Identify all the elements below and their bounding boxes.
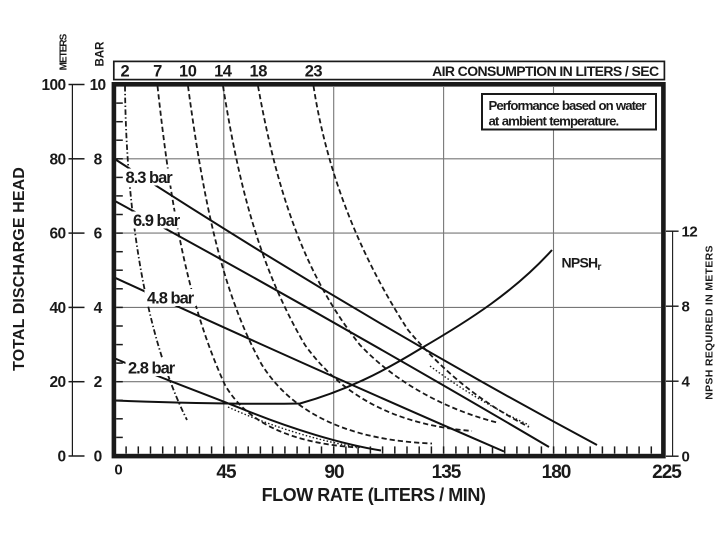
svg-text:20: 20 [49,374,65,391]
svg-text:Performance based on water: Performance based on water [489,98,647,113]
svg-text:4.8 bar: 4.8 bar [147,290,195,308]
svg-text:10: 10 [179,63,197,81]
svg-text:100: 100 [41,77,65,94]
svg-text:2.8 bar: 2.8 bar [128,360,176,378]
svg-text:45: 45 [216,462,237,483]
svg-text:METERS: METERS [59,33,70,70]
svg-text:8.3 bar: 8.3 bar [126,169,174,187]
svg-text:4: 4 [682,374,691,391]
svg-text:6: 6 [94,226,103,243]
svg-text:8: 8 [94,151,103,168]
svg-text:FLOW RATE (LITERS / MIN): FLOW RATE (LITERS / MIN) [262,485,486,505]
svg-text:80: 80 [49,151,65,168]
svg-text:8: 8 [682,299,690,316]
svg-text:23: 23 [305,63,323,81]
svg-text:12: 12 [682,224,698,241]
svg-text:225: 225 [652,462,682,483]
svg-text:6.9 bar: 6.9 bar [133,212,181,230]
svg-text:NPSH REQUIRED IN METERS: NPSH REQUIRED IN METERS [704,245,716,400]
svg-text:7: 7 [153,63,162,81]
svg-text:0: 0 [114,462,122,479]
svg-text:0: 0 [57,449,65,466]
svg-text:18: 18 [250,63,268,81]
svg-text:135: 135 [432,462,462,483]
svg-text:BAR: BAR [95,41,107,67]
svg-text:2: 2 [94,374,102,391]
svg-text:60: 60 [49,226,65,243]
svg-text:TOTAL DISCHARGE HEAD: TOTAL DISCHARGE HEAD [11,167,28,371]
svg-text:0: 0 [682,449,690,466]
svg-text:4: 4 [94,300,103,317]
svg-text:NPSHr: NPSHr [562,255,602,274]
svg-text:14: 14 [214,63,233,81]
svg-text:2: 2 [121,63,130,81]
svg-text:90: 90 [324,462,344,483]
svg-text:at ambient temperature.: at ambient temperature. [489,114,619,129]
svg-text:180: 180 [542,462,571,483]
svg-text:10: 10 [90,77,106,94]
svg-text:0: 0 [94,449,102,466]
svg-text:40: 40 [49,300,65,317]
svg-text:AIR CONSUMPTION IN LITERS / SE: AIR CONSUMPTION IN LITERS / SEC [432,63,659,79]
